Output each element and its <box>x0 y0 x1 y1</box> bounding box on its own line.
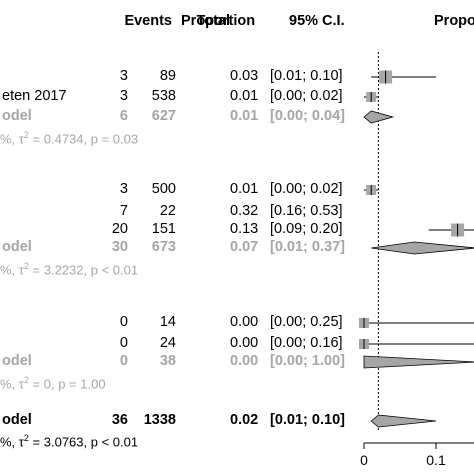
study-row-ci: [0.00; 0.02] <box>270 88 343 104</box>
header-total: Total <box>196 13 230 29</box>
summary-diamond <box>363 355 474 369</box>
pooled-row-events: 0 <box>119 353 128 369</box>
pooled-row-proportion: 0.00 <box>230 353 259 369</box>
overall-row-ci: [0.01; 0.10] <box>270 412 345 428</box>
study-row-total: 89 <box>159 68 176 84</box>
study-row-ci: [0.00; 0.25] <box>270 314 343 330</box>
study-row-label: eten 2017 <box>2 88 67 104</box>
pooled-row-ci: [0.01; 0.37] <box>270 239 345 255</box>
study-row-events: 3 <box>119 88 128 104</box>
pooled-row-total: 673 <box>151 239 176 255</box>
study-row-total: 22 <box>159 203 176 219</box>
study-row-ci: [0.01; 0.10] <box>270 68 343 84</box>
study-row-ci: [0.16; 0.53] <box>270 203 343 219</box>
study-row-ci: [0.00; 0.02] <box>270 181 343 197</box>
pooled-row-total: 38 <box>159 353 176 369</box>
header-events: Events <box>124 13 172 29</box>
study-row-proportion: 0.03 <box>230 68 259 84</box>
pooled-row-proportion: 0.01 <box>230 108 259 124</box>
pooled-row-label: odel <box>2 353 32 369</box>
study-row-proportion: 0.00 <box>230 335 259 351</box>
study-row-events: 0 <box>119 314 128 330</box>
study-row-total: 14 <box>159 314 176 330</box>
summary-diamond <box>363 110 395 124</box>
pooled-row-events: 30 <box>111 239 128 255</box>
pooled-row-label: odel <box>2 108 32 124</box>
study-row-events: 7 <box>119 203 128 219</box>
pooled-row-proportion: 0.07 <box>230 239 259 255</box>
study-row-total: 538 <box>151 88 176 104</box>
pooled-row-events: 6 <box>119 108 128 124</box>
study-row-ci: [0.09; 0.20] <box>270 221 343 237</box>
pooled-row-ci: [0.00; 1.00] <box>270 353 345 369</box>
header-ci: 95% C.I. <box>289 13 345 29</box>
study-row-total: 500 <box>151 181 176 197</box>
study-row-proportion: 0.13 <box>230 221 259 237</box>
study-row-events: 0 <box>119 335 128 351</box>
study-row-proportion: 0.01 <box>230 181 259 197</box>
x-tick-label: 0.1 <box>426 452 446 468</box>
study-row-total: 24 <box>159 335 176 351</box>
header-plot: Propo <box>434 13 474 29</box>
heterogeneity-text: %, τ2 = 0, p = 1.00 <box>0 375 106 392</box>
summary-diamond <box>370 414 437 428</box>
study-row-events: 20 <box>111 221 128 237</box>
study-row-total: 151 <box>151 221 176 237</box>
overall-row-total: 1338 <box>143 412 176 428</box>
header-proportion: Proportion <box>181 13 256 29</box>
overall-row-events: 36 <box>111 412 128 428</box>
overall-row-label: odel <box>2 412 32 428</box>
pooled-row-ci: [0.00; 0.04] <box>270 108 345 124</box>
pooled-row-total: 627 <box>151 108 176 124</box>
study-row-proportion: 0.32 <box>230 203 259 219</box>
x-tick-label: 0 <box>360 452 368 468</box>
study-row-proportion: 0.01 <box>230 88 259 104</box>
heterogeneity-text: %, τ2 = 3.2232, p < 0.01 <box>0 261 139 278</box>
overall-row-proportion: 0.02 <box>230 412 259 428</box>
overall-heterogeneity-text: %, τ2 = 3.0763, p < 0.01 <box>0 433 139 450</box>
pooled-row-label: odel <box>2 239 32 255</box>
study-row-events: 3 <box>119 181 128 197</box>
study-row-proportion: 0.00 <box>230 314 259 330</box>
heterogeneity-text: %, τ2 = 0.4734, p = 0.03 <box>0 130 139 147</box>
study-row-events: 3 <box>119 68 128 84</box>
summary-diamond <box>371 241 474 255</box>
study-row-ci: [0.00; 0.16] <box>270 335 343 351</box>
